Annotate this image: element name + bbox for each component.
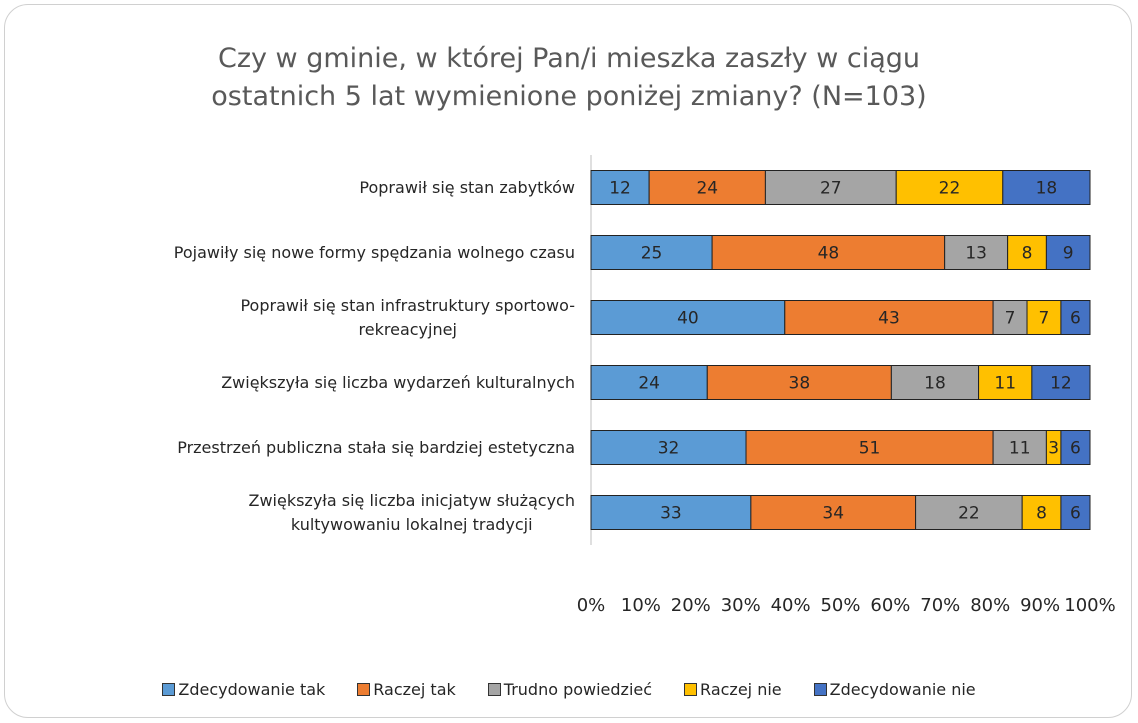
legend-swatch [813, 683, 827, 696]
data-label: 22 [939, 179, 961, 199]
bar-segment [1007, 235, 1047, 270]
data-label: 18 [924, 374, 946, 394]
x-tick-label: 70% [920, 595, 960, 616]
legend-swatch [357, 683, 371, 696]
data-label: 24 [696, 179, 718, 199]
x-tick-label: 60% [870, 595, 910, 616]
data-label: 48 [818, 244, 840, 264]
bar-segment [890, 365, 980, 400]
legend: Zdecydowanie tak Raczej tak Trudno powiedz… [0, 680, 1138, 699]
data-label: 34 [822, 504, 844, 524]
data-label: 38 [789, 374, 811, 394]
bar-segment [992, 300, 1028, 335]
x-tick-label: 30% [721, 595, 761, 616]
bar-segment [745, 430, 994, 465]
bar-segment [750, 495, 917, 530]
legend-label: Zdecydowanie tak [178, 680, 326, 699]
category-label: Zwiększyła się liczba wydarzeń kulturaln… [221, 372, 575, 392]
legend-swatch [162, 683, 176, 696]
data-label: 11 [994, 374, 1016, 394]
data-label: 8 [1022, 244, 1033, 264]
data-label: 6 [1070, 504, 1081, 524]
data-label: 8 [1036, 504, 1047, 524]
chart-card [4, 4, 1132, 718]
x-tick-label: 20% [671, 595, 711, 616]
bar-segment [1002, 170, 1091, 205]
data-label: 13 [965, 244, 987, 264]
legend-item: Zdecydowanie nie [813, 680, 976, 699]
category-label: Pojawiły się nowe formy spędzania wolneg… [173, 242, 575, 262]
legend-label: Raczej tak [373, 680, 456, 699]
data-label: 3 [1048, 439, 1059, 459]
data-label: 25 [641, 244, 663, 264]
legend-swatch [684, 683, 698, 696]
category-label: Poprawił się stan zabytków [359, 177, 575, 197]
bar-segment [1060, 430, 1091, 465]
bar-segment [706, 365, 892, 400]
data-label: 24 [638, 374, 660, 394]
x-tick-label: 100% [1064, 595, 1115, 616]
legend-label: Raczej nie [700, 680, 782, 699]
data-label: 7 [1005, 309, 1016, 329]
bar-segment [944, 235, 1009, 270]
category-label: Przestrzeń publiczna stała się bardziej … [177, 437, 575, 457]
legend-item: Raczej nie [684, 680, 782, 699]
x-tick-label: 50% [820, 595, 860, 616]
data-label: 18 [1036, 179, 1058, 199]
bar-segment [590, 170, 650, 205]
data-label: 11 [1009, 439, 1031, 459]
bar-segment [784, 300, 994, 335]
data-label: 27 [820, 179, 842, 199]
bar-segment [590, 430, 747, 465]
legend-label: Trudno powiedzieć [503, 680, 653, 699]
x-tick-label: 90% [1020, 595, 1060, 616]
bar-segment [1060, 300, 1091, 335]
bar-segment [895, 170, 1004, 205]
category-label: Zwiększyła się liczba inicjatyw służącyc… [248, 490, 575, 534]
data-label: 12 [609, 179, 631, 199]
bar-segment [711, 235, 946, 270]
bar-segment [1021, 495, 1062, 530]
bar-segment [1026, 300, 1062, 335]
bar-segment [648, 170, 766, 205]
x-tick-label: 40% [771, 595, 811, 616]
x-tick-label: 10% [621, 595, 661, 616]
legend-item: Raczej tak [357, 680, 456, 699]
bar-segment [978, 365, 1033, 400]
legend-swatch [487, 683, 501, 696]
data-label: 6 [1070, 309, 1081, 329]
legend-item: Trudno powiedzieć [487, 680, 653, 699]
bar-segment [590, 365, 708, 400]
x-tick-label: 80% [970, 595, 1010, 616]
data-label: 40 [677, 309, 699, 329]
data-label: 51 [859, 439, 881, 459]
bar-segment [992, 430, 1047, 465]
data-label: 43 [878, 309, 900, 329]
legend-item: Zdecydowanie tak [162, 680, 325, 699]
data-label: 12 [1050, 374, 1072, 394]
data-label: 32 [658, 439, 680, 459]
data-label: 22 [958, 504, 980, 524]
bar-segment [1045, 235, 1091, 270]
data-label: 7 [1039, 309, 1050, 329]
data-label: 33 [660, 504, 682, 524]
category-label: Poprawił się stan infrastruktury sportow… [240, 295, 575, 339]
bar-segment [1060, 495, 1091, 530]
data-label: 6 [1070, 439, 1081, 459]
data-label: 9 [1063, 244, 1074, 264]
bar-segment [590, 235, 713, 270]
chart-title: Czy w gminie, w której Pan/i mieszka zas… [211, 43, 927, 112]
legend-label: Zdecydowanie nie [829, 680, 976, 699]
bar-segment [1031, 365, 1091, 400]
bar-segment [915, 495, 1023, 530]
x-tick-label: 0% [577, 595, 606, 616]
